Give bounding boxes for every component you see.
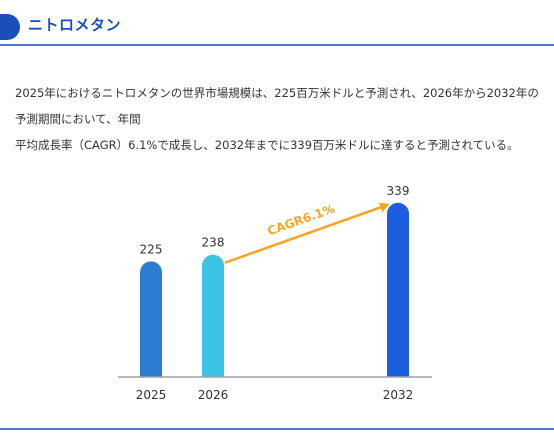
value-label-2025: 225 (140, 242, 163, 256)
bar-2032 (387, 202, 409, 377)
cagr-arrow (224, 202, 390, 264)
x-tick-label-2026: 2026 (198, 388, 229, 402)
summary-text: 2025年におけるニトロメタンの世界市場規模は、225百万米ドルと予測され、20… (15, 80, 540, 158)
value-label-2026: 238 (202, 236, 225, 250)
footer-divider (0, 428, 554, 430)
x-tick-label-2025: 2025 (136, 388, 167, 402)
summary-line-2: 平均成長率（CAGR）6.1%で成長し、2032年までに339百万米ドルに達する… (15, 138, 519, 152)
section-header: ニトロメタン (0, 0, 554, 46)
bar-2026 (202, 254, 224, 377)
header-tab-marker (0, 14, 20, 40)
bar-2025 (140, 261, 162, 377)
x-tick-label-2032: 2032 (383, 388, 414, 402)
summary-line-1: 2025年におけるニトロメタンの世界市場規模は、225百万米ドルと予測され、20… (15, 86, 539, 126)
header-divider (0, 44, 554, 46)
market-size-bar-chart: 225 238 339 2025 2026 2032 CAGR6.1% (118, 184, 432, 402)
section-title: ニトロメタン (28, 16, 122, 34)
value-label-2032: 339 (387, 184, 410, 198)
cagr-label: CAGR6.1% (266, 202, 337, 239)
